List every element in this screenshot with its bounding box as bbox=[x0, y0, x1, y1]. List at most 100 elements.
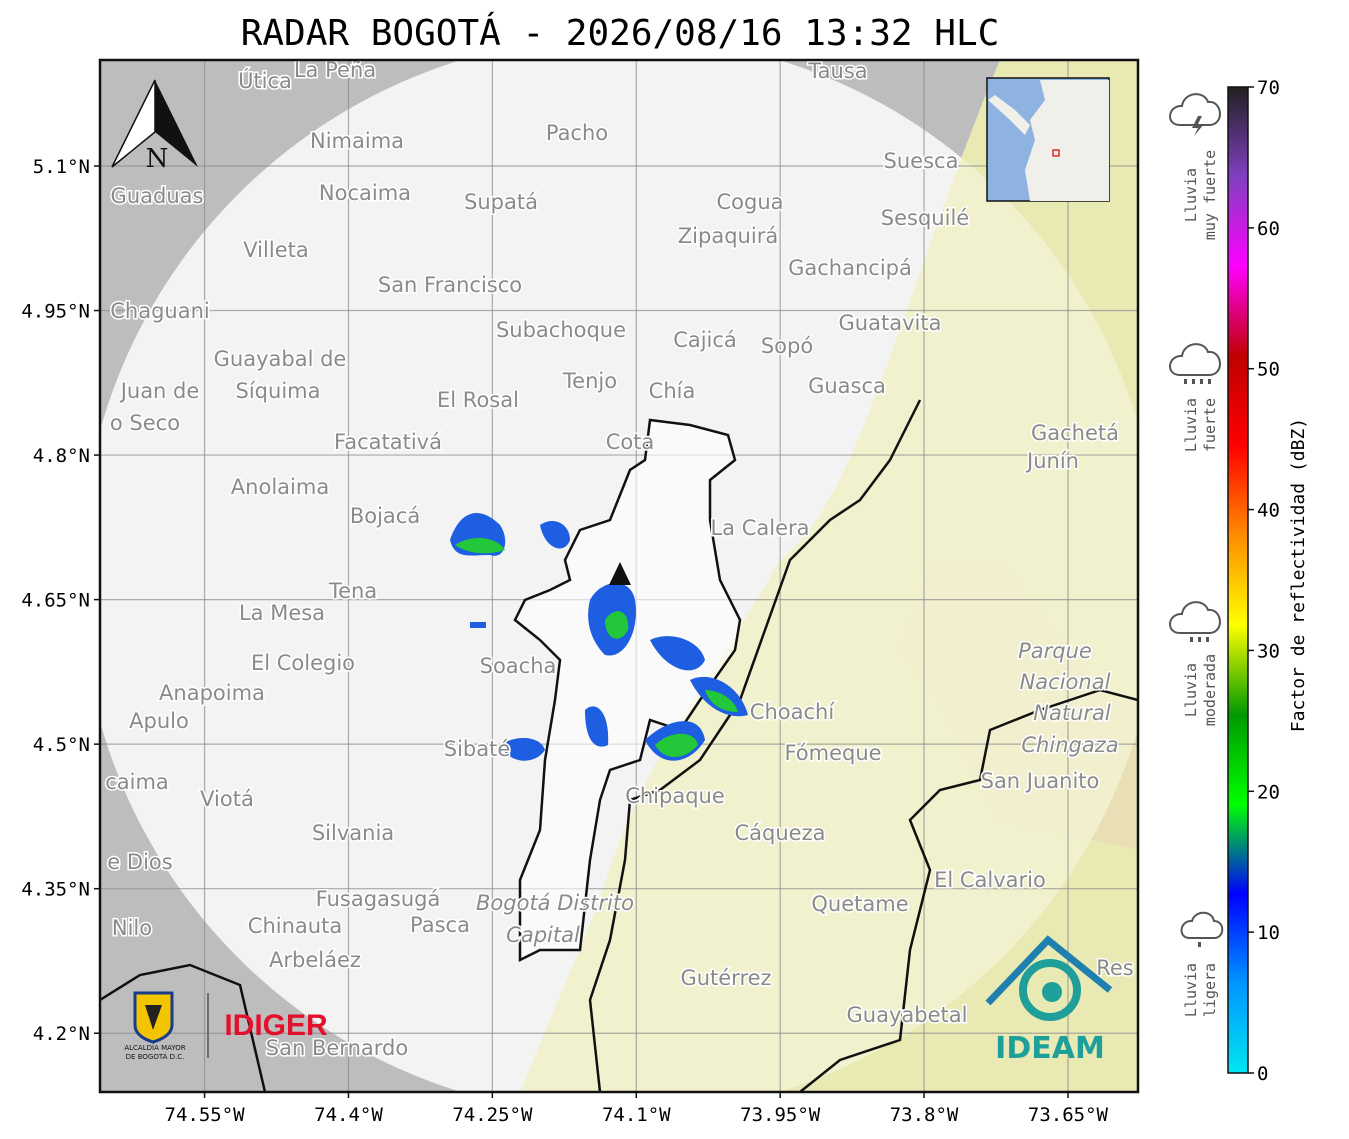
logo-text: ALCALDÍA MAYOR bbox=[124, 1043, 185, 1052]
place-label: Subachoque bbox=[496, 318, 626, 342]
colorbar-tick-label: 20 bbox=[1257, 781, 1280, 803]
place-label: Gutérrez bbox=[680, 966, 771, 990]
grid bbox=[100, 60, 1138, 1092]
colorbar-tick-label: 10 bbox=[1257, 922, 1280, 944]
place-label: Tena bbox=[328, 579, 377, 603]
place-label: La Calera bbox=[710, 516, 809, 540]
north-label: N bbox=[146, 144, 169, 174]
rain-label: Lluvia bbox=[1182, 963, 1200, 1017]
y-tick-label: 4.65°N bbox=[21, 590, 90, 612]
place-label: Chía bbox=[649, 379, 696, 403]
place-label: San Francisco bbox=[378, 273, 522, 297]
place-label: Soacha bbox=[480, 654, 557, 678]
place-label: Guayabetal bbox=[847, 1003, 968, 1027]
place-label: Nacional bbox=[1020, 670, 1111, 694]
place-label: Anolaima bbox=[231, 475, 329, 499]
place-label: Pasca bbox=[410, 913, 470, 937]
place-label: Capital bbox=[506, 923, 580, 947]
rain-label: Lluvia bbox=[1182, 398, 1200, 452]
x-tick-label: 74.25°W bbox=[452, 1104, 533, 1126]
ideam-text: IDEAM bbox=[995, 1031, 1105, 1066]
colorbar-label: Factor de reflectividad (dBZ) bbox=[1288, 418, 1309, 732]
colorbar-tick-label: 70 bbox=[1257, 77, 1280, 99]
y-tick-label: 4.35°N bbox=[21, 879, 90, 901]
place-label: Chinauta bbox=[248, 914, 342, 938]
place-label: La Mesa bbox=[239, 601, 325, 625]
boundary bbox=[100, 963, 267, 1092]
place-label: San Juanito bbox=[981, 769, 1100, 793]
x-tick-label: 73.95°W bbox=[740, 1104, 821, 1126]
colorbar-tick-label: 60 bbox=[1257, 218, 1280, 240]
colorbar bbox=[1227, 86, 1249, 1074]
place-label: Bogotá Distrito bbox=[476, 891, 634, 915]
place-label: Facatativá bbox=[334, 430, 442, 454]
place-label: Síquima bbox=[236, 379, 321, 403]
y-tick-label: 4.95°N bbox=[21, 301, 90, 323]
y-tick-label: 5.1°N bbox=[33, 156, 90, 178]
colorbar-tick-label: 50 bbox=[1257, 359, 1280, 381]
x-tick-label: 73.8°W bbox=[890, 1104, 959, 1126]
boundary bbox=[588, 399, 922, 1092]
colorbar-axis: 0 10 20 30 40 50 60 70 bbox=[1248, 77, 1280, 1085]
place-label: Villeta bbox=[243, 238, 308, 262]
place-label: Apulo bbox=[129, 709, 189, 733]
place-label: o Seco bbox=[110, 411, 180, 435]
idiger-logo: IDIGER bbox=[224, 1009, 328, 1042]
place-label: e Dios bbox=[107, 850, 172, 874]
rain-label: Lluvia bbox=[1182, 663, 1200, 717]
place-label: Tenjo bbox=[562, 369, 617, 393]
boundary bbox=[799, 688, 1138, 1092]
place-label: Útica bbox=[238, 68, 292, 93]
place-label: Guayabal de bbox=[214, 347, 347, 371]
place-label: Arbeláez bbox=[269, 948, 361, 972]
place-label: Nimaima bbox=[310, 129, 404, 153]
inset-map bbox=[986, 77, 1110, 202]
y-tick-label: 4.5°N bbox=[33, 734, 90, 756]
places: Útica La Peña Tausa Pacho Nimaima Suesca Guadu… bbox=[104, 60, 1136, 1062]
colorbar-tick-label: 0 bbox=[1257, 1063, 1268, 1085]
place-label: El Colegio bbox=[251, 651, 355, 675]
place-label: Junín bbox=[1025, 449, 1079, 473]
bogota-district bbox=[513, 418, 742, 963]
axes: 74.55°W 74.4°W 74.25°W 74.1°W 73.95°W 73.8°W 7… bbox=[21, 156, 1108, 1126]
place-label: Cota bbox=[606, 430, 655, 454]
place-label: Nilo bbox=[112, 916, 152, 940]
place-label: Quetame bbox=[811, 892, 908, 916]
rain-label: moderada bbox=[1201, 654, 1219, 726]
place-label: Pacho bbox=[546, 121, 608, 145]
place-label: Fómeque bbox=[784, 741, 881, 765]
colorbar-tick-label: 40 bbox=[1257, 500, 1280, 522]
x-tick-label: 74.55°W bbox=[165, 1104, 246, 1126]
place-label: Cáqueza bbox=[735, 821, 826, 845]
place-label: Res bbox=[1096, 956, 1134, 980]
place-label: Cogua bbox=[716, 190, 783, 214]
place-label: Suesca bbox=[884, 149, 959, 173]
x-tick-label: 73.65°W bbox=[1028, 1104, 1109, 1126]
place-label: Choachí bbox=[750, 700, 836, 724]
ideam-logo: IDEAM bbox=[985, 935, 1113, 1066]
y-tick-label: 4.2°N bbox=[33, 1023, 90, 1045]
place-label: Viotá bbox=[200, 787, 254, 811]
rain-label: ligera bbox=[1201, 963, 1219, 1017]
place-label: Sibaté bbox=[444, 737, 511, 761]
place-label: Chipaque bbox=[625, 784, 725, 808]
radar-site bbox=[609, 562, 631, 585]
place-label: Gachetá bbox=[1031, 421, 1119, 445]
place-label: Silvania bbox=[312, 821, 394, 845]
place-label: Supatá bbox=[464, 190, 538, 214]
place-label: Zipaquirá bbox=[678, 224, 778, 248]
place-label: Chingaza bbox=[1021, 733, 1118, 757]
rain-label: fuerte bbox=[1201, 398, 1219, 452]
place-label: Sesquilé bbox=[881, 206, 969, 230]
rain-label: muy fuerte bbox=[1201, 150, 1219, 240]
place-label: Guasca bbox=[808, 374, 886, 398]
place-label: San Bernardo bbox=[266, 1036, 408, 1060]
place-label: Gachancipá bbox=[788, 256, 912, 280]
north-arrow: N bbox=[111, 79, 198, 174]
place-label: El Calvario bbox=[934, 868, 1046, 892]
place-label: Fusagasugá bbox=[316, 887, 441, 911]
x-tick-label: 74.4°W bbox=[314, 1104, 383, 1126]
place-label: Natural bbox=[1033, 701, 1111, 725]
